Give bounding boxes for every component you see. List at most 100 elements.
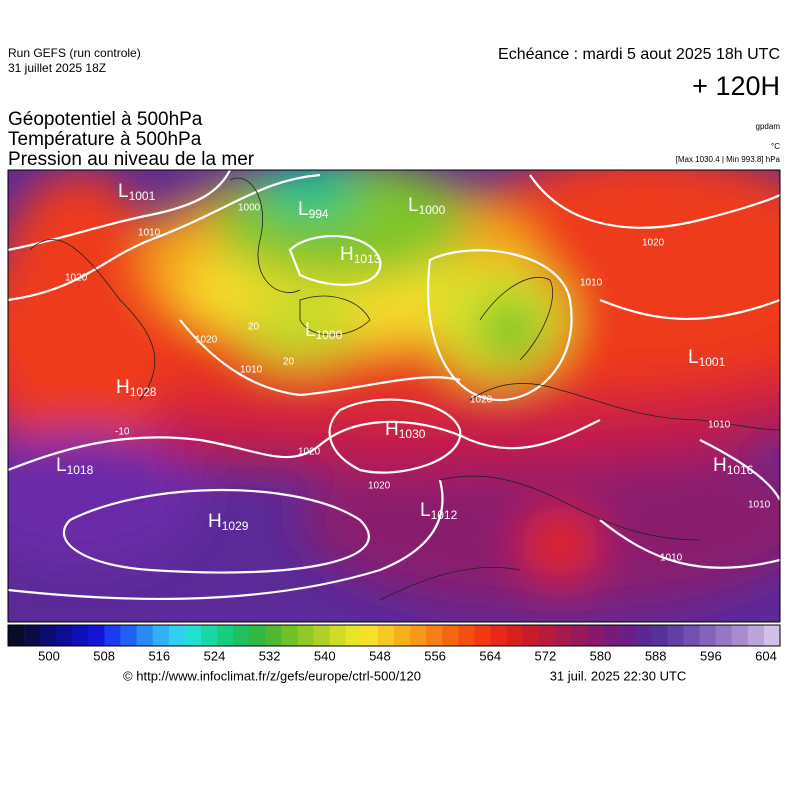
issued: 31 juil. 2025 22:30 UTC: [550, 668, 687, 683]
center-value: 1030: [399, 427, 426, 441]
center-value: 1001: [699, 355, 726, 369]
colorbar-swatch: [233, 625, 250, 646]
colorbar-label: 596: [700, 648, 722, 663]
center-kind: L: [56, 455, 67, 476]
field: Géopotentiel à 500hPa: [8, 109, 203, 130]
center-value: 1028: [130, 385, 157, 399]
colorbar-swatch: [329, 625, 347, 646]
contour-label: 1010: [580, 278, 603, 289]
colorbar-label: 572: [535, 648, 557, 663]
contour-label: 1020: [470, 395, 493, 406]
colorbar-swatch: [490, 625, 507, 646]
pressure-center: L1012: [420, 500, 458, 522]
colorbar-swatch: [522, 625, 540, 646]
colorbar-swatch: [442, 625, 459, 646]
colorbar-label: 564: [479, 648, 501, 663]
center-value: 1013: [354, 252, 381, 266]
unit: gpdam: [756, 122, 781, 131]
colorbar-swatch: [731, 625, 749, 646]
colorbar-swatch: [120, 625, 137, 646]
pressure-center: L994: [298, 199, 329, 221]
run-date: 31 juillet 2025 18Z: [8, 61, 106, 75]
center-value: 1012: [431, 508, 458, 522]
center-value: 1018: [67, 463, 94, 477]
colorbar-label: 540: [314, 648, 336, 663]
pressure-center: H1029: [208, 511, 249, 533]
center-kind: H: [385, 419, 399, 440]
colorbar-swatch: [426, 625, 443, 646]
colorbar-swatch: [667, 625, 684, 646]
colorbar-swatch: [747, 625, 765, 646]
valid-time: Echéance : mardi 5 aout 2025 18h UTC: [498, 46, 780, 63]
field: Pression au niveau de la mer: [8, 149, 255, 170]
colorbar-frame: [7, 624, 781, 647]
colorbar-label: 500: [38, 648, 60, 663]
pressure-center: H1013: [340, 244, 381, 266]
colorbar-swatch: [538, 625, 556, 646]
colorbar-swatch: [136, 625, 154, 646]
pressure-center: L1001: [688, 347, 726, 369]
map: [8, 170, 780, 622]
source: © http://www.infoclimat.fr/z/gefs/europe…: [123, 668, 421, 683]
contour-label: 1000: [238, 203, 261, 214]
colorbar-swatch: [104, 625, 121, 646]
colorbar-swatch: [297, 625, 314, 646]
field: Température à 500hPa: [8, 129, 202, 150]
center-kind: H: [340, 244, 354, 265]
unit: °C: [771, 142, 780, 151]
colorbar-swatch: [56, 625, 73, 646]
colorbar-swatch: [8, 625, 25, 646]
pressure-center: L1000: [305, 320, 343, 342]
colorbar-swatch: [313, 625, 330, 646]
colorbar-swatch: [506, 625, 523, 646]
center-kind: L: [298, 199, 309, 220]
center-value: 1000: [316, 328, 343, 342]
map-frame: [7, 169, 781, 623]
colorbar-swatch: [394, 625, 411, 646]
colorbar-label: 532: [259, 648, 281, 663]
colorbar-swatch: [201, 625, 218, 646]
colorbar-swatch: [570, 625, 588, 646]
center-value: 1001: [129, 189, 156, 203]
colorbar-swatch: [699, 625, 716, 646]
center-kind: L: [688, 347, 699, 368]
colorbar-swatch: [587, 625, 604, 646]
contour-label: 1020: [298, 447, 321, 458]
colorbar-swatch: [603, 625, 620, 646]
run: Run GEFS (run controle): [8, 46, 141, 60]
contour-label: 1020: [642, 238, 665, 249]
contour-label: 1010: [240, 365, 263, 376]
center-kind: H: [208, 511, 222, 532]
pressure-center: L1000: [408, 195, 446, 217]
pressure-center: H1016: [713, 455, 754, 477]
unit: [Max 1030.4 | Min 993.8] hPa: [676, 155, 781, 164]
center-value: 994: [309, 207, 329, 221]
center-kind: L: [408, 195, 419, 216]
colorbar-label: 604: [755, 648, 777, 663]
center-kind: L: [420, 500, 431, 521]
colorbar-swatch: [474, 625, 491, 646]
colorbar-swatch: [281, 625, 298, 646]
colorbar-swatch: [651, 625, 668, 646]
pressure-center: L1018: [56, 455, 94, 477]
center-value: 1000: [419, 203, 446, 217]
lead-time: + 120H: [692, 71, 780, 101]
center-kind: H: [713, 455, 727, 476]
contour-label: 20: [248, 322, 260, 333]
colorbar-swatch: [184, 625, 202, 646]
colorbar-swatch: [635, 625, 652, 646]
pressure-center: H1028: [116, 377, 157, 399]
colorbar-swatch: [683, 625, 700, 646]
pressure-center: L1001: [118, 181, 156, 203]
colorbar-swatch: [88, 625, 105, 646]
colorbar-swatch: [345, 625, 363, 646]
colorbar-swatch: [24, 625, 41, 646]
center-kind: H: [116, 377, 130, 398]
colorbar-label: 508: [93, 648, 115, 663]
colorbar-swatch: [410, 625, 427, 646]
colorbar-swatch: [554, 625, 572, 646]
colorbar-swatch: [168, 625, 186, 646]
contour-label: -10: [115, 427, 130, 438]
colorbar-label: 516: [148, 648, 170, 663]
